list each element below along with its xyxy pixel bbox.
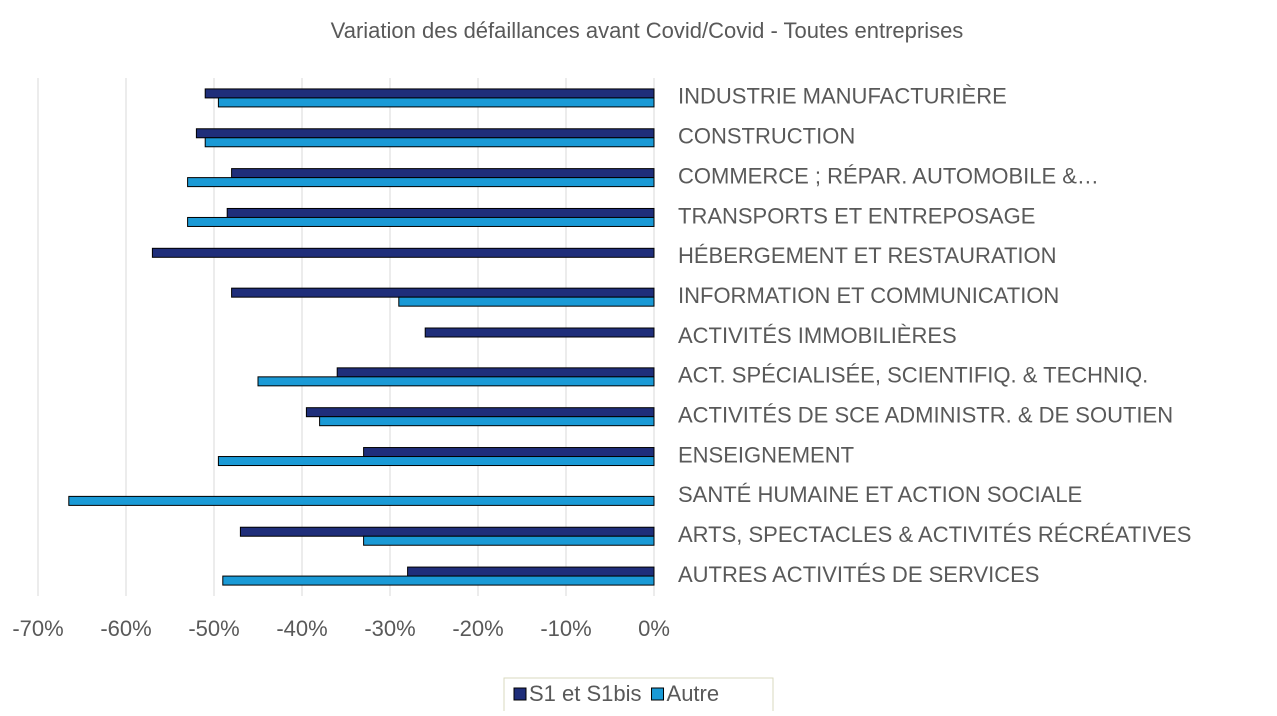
bar	[217, 97, 655, 108]
category-label: AUTRES ACTIVITÉS DE SERVICES	[678, 562, 1039, 587]
bar	[195, 128, 655, 139]
bar	[319, 416, 655, 427]
bar	[226, 207, 655, 218]
bar	[231, 168, 655, 179]
chart-title: Variation des défaillances avant Covid/C…	[331, 18, 964, 43]
bar	[305, 407, 655, 418]
category-label: COMMERCE ; RÉPAR. AUTOMOBILE &…	[678, 163, 1099, 188]
bar	[187, 216, 655, 227]
x-tick-label: -60%	[100, 616, 151, 641]
bar	[424, 327, 655, 338]
category-label: TRANSPORTS ET ENTREPOSAGE	[678, 203, 1035, 228]
x-tick-label: -30%	[364, 616, 415, 641]
bar	[398, 296, 655, 307]
bar	[222, 575, 655, 586]
bar	[68, 495, 655, 506]
bar	[257, 376, 655, 387]
legend-label: Autre	[667, 681, 720, 706]
category-label: ENSEIGNEMENT	[678, 442, 854, 467]
legend-box	[503, 677, 774, 713]
bar	[239, 526, 655, 537]
x-tick-label: -50%	[188, 616, 239, 641]
bar	[217, 456, 655, 467]
legend-swatch	[513, 687, 527, 701]
legend: S1 et S1bis Autre	[503, 677, 774, 713]
category-label: CONSTRUCTION	[678, 124, 855, 149]
category-label: ACT. SPÉCIALISÉE, SCIENTIFIQ. & TECHNIQ.	[678, 363, 1148, 388]
legend-swatch	[651, 687, 665, 701]
category-label: SANTÉ HUMAINE ET ACTION SOCIALE	[678, 482, 1082, 507]
bar	[363, 447, 655, 458]
bar	[363, 535, 655, 546]
bar	[151, 247, 655, 258]
category-label: ARTS, SPECTACLES & ACTIVITÉS RÉCRÉATIVES	[678, 522, 1191, 547]
bar	[336, 367, 655, 378]
category-label: ACTIVITÉS DE SCE ADMINISTR. & DE SOUTIEN	[678, 403, 1173, 428]
legend-label: S1 et S1bis	[529, 681, 642, 706]
x-tick-label: -10%	[540, 616, 591, 641]
x-tick-label: 0%	[638, 616, 670, 641]
bar	[204, 88, 655, 99]
category-label: INDUSTRIE MANUFACTURIÈRE	[678, 84, 1007, 109]
category-label: HÉBERGEMENT ET RESTAURATION	[678, 243, 1057, 268]
x-tick-label: -70%	[12, 616, 63, 641]
category-label: INFORMATION ET COMMUNICATION	[678, 283, 1059, 308]
bar	[204, 137, 655, 148]
bar	[407, 566, 655, 577]
category-label: ACTIVITÉS IMMOBILIÈRES	[678, 323, 957, 348]
x-tick-label: -40%	[276, 616, 327, 641]
bar	[187, 177, 655, 188]
x-tick-label: -20%	[452, 616, 503, 641]
bar	[231, 287, 655, 298]
